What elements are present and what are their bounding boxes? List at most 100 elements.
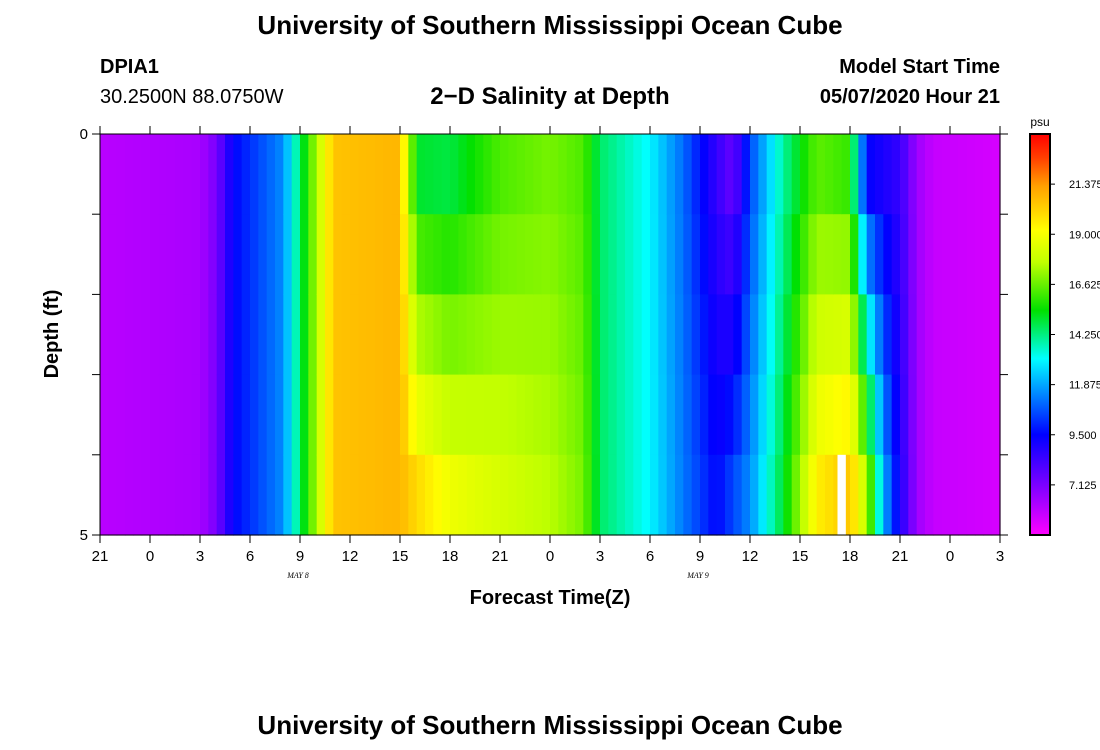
heatmap-cell xyxy=(608,454,618,536)
heatmap-cell xyxy=(500,454,509,536)
heatmap-cell xyxy=(466,214,476,295)
heatmap-cell xyxy=(166,454,176,536)
heatmap-cell xyxy=(600,134,609,215)
heatmap-cell xyxy=(866,374,876,456)
heatmap-cell xyxy=(575,134,584,215)
heatmap-cell xyxy=(766,454,776,536)
heatmap-cell xyxy=(450,134,459,215)
heatmap-cell xyxy=(375,214,384,295)
heatmap-cell xyxy=(158,214,168,295)
heatmap-cell xyxy=(575,454,584,536)
heatmap-cell xyxy=(858,374,868,456)
heatmap-cell xyxy=(691,134,701,215)
heatmap-cell xyxy=(141,374,151,456)
heatmap-cell xyxy=(208,294,218,376)
heatmap-cell xyxy=(158,374,168,456)
heatmap-cell xyxy=(666,134,676,215)
heatmap-cell xyxy=(858,454,868,536)
heatmap-cell xyxy=(750,454,759,536)
heatmap-cell xyxy=(425,374,434,456)
heatmap-cell xyxy=(808,134,818,215)
heatmap-cell xyxy=(925,214,934,295)
heatmap-cell xyxy=(158,294,168,376)
heatmap-cell xyxy=(900,214,909,295)
heatmap-cell xyxy=(658,134,668,215)
x-tick-label: 3 xyxy=(996,548,1004,565)
heatmap-cell xyxy=(283,214,293,295)
heatmap-cell xyxy=(900,134,909,215)
heatmap-cell xyxy=(266,454,276,536)
heatmap-cell xyxy=(533,454,543,536)
colorbar-unit: psu xyxy=(1030,115,1049,129)
heatmap-cell xyxy=(341,374,351,456)
heatmap-cell xyxy=(233,134,243,215)
heatmap-cell xyxy=(133,294,143,376)
heatmap-cell xyxy=(875,134,884,215)
heatmap-cell xyxy=(341,214,351,295)
heatmap-cell xyxy=(833,214,843,295)
heatmap-cell xyxy=(125,294,134,376)
heatmap-cell xyxy=(491,214,501,295)
heatmap-cell xyxy=(291,214,301,295)
heatmap-cell xyxy=(233,294,243,376)
heatmap-cell xyxy=(783,134,793,215)
heatmap-cell xyxy=(708,134,718,215)
heatmap-cell xyxy=(425,454,434,536)
heatmap-cell xyxy=(508,294,518,376)
heatmap-cell xyxy=(591,294,601,376)
heatmap-cell xyxy=(616,134,626,215)
heatmap-cell xyxy=(800,294,809,376)
x-tick-label: 3 xyxy=(196,548,204,565)
heatmap-cell xyxy=(183,134,193,215)
heatmap-cell xyxy=(583,214,593,295)
heatmap-cell xyxy=(816,134,826,215)
heatmap-cell xyxy=(733,214,743,295)
model-start-label: Model Start Time xyxy=(839,56,1000,78)
heatmap-cell xyxy=(675,374,684,456)
heatmap-cell xyxy=(375,134,384,215)
heatmap-cell xyxy=(100,134,109,215)
heatmap-cell xyxy=(550,214,559,295)
heatmap-cell xyxy=(375,454,384,536)
heatmap-cell xyxy=(225,134,234,215)
heatmap-cell xyxy=(558,294,568,376)
heatmap-cell xyxy=(650,374,659,456)
heatmap-cell xyxy=(600,214,609,295)
heatmap-cell xyxy=(508,134,518,215)
heatmap-cell xyxy=(825,214,834,295)
heatmap-cell xyxy=(733,134,743,215)
heatmap-cell xyxy=(716,294,726,376)
heatmap-cell xyxy=(441,374,451,456)
colorbar-ticks: 21.375 19.000 16.625 14.250 11.875 9.500 7.125 xyxy=(1050,179,1100,492)
heatmap-cell xyxy=(175,134,184,215)
x-tick-label: 15 xyxy=(792,548,809,565)
heatmap-cell xyxy=(941,374,951,456)
heatmap-cell xyxy=(425,134,434,215)
heatmap-cell xyxy=(475,454,484,536)
heatmap-cell xyxy=(983,134,993,215)
heatmap-cell xyxy=(858,214,868,295)
heatmap-cell xyxy=(850,294,859,376)
heatmap-cell xyxy=(958,374,968,456)
heatmap-cell xyxy=(983,454,993,536)
heatmap-cell xyxy=(325,214,334,295)
x-tick-label: 6 xyxy=(246,548,254,565)
heatmap-cell xyxy=(316,134,326,215)
heatmap-cell xyxy=(883,374,893,456)
heatmap-cell xyxy=(900,454,909,536)
heatmap-cell xyxy=(383,454,393,536)
heatmap-cell xyxy=(766,294,776,376)
heatmap-cell xyxy=(983,214,993,295)
heatmap-cell xyxy=(950,374,959,456)
heatmap-cell xyxy=(483,374,493,456)
heatmap-cell xyxy=(250,214,259,295)
heatmap-cell xyxy=(675,294,684,376)
heatmap-cell xyxy=(800,214,809,295)
heatmap-cell xyxy=(291,134,301,215)
heatmap-cell xyxy=(933,214,943,295)
x-tick-label: 12 xyxy=(342,548,359,565)
heatmap-cell xyxy=(116,134,126,215)
heatmap-cell xyxy=(800,374,809,456)
heatmap-cell xyxy=(816,454,826,536)
heatmap-cell xyxy=(925,454,934,536)
